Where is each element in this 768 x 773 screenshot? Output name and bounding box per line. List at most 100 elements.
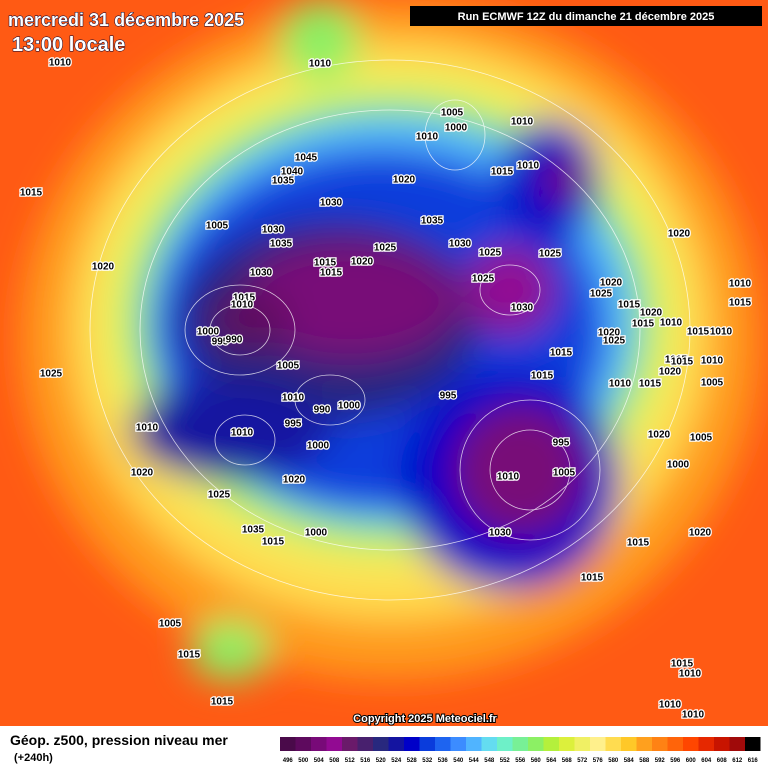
colorbar: 496 500 504 508 512 516 520 524 528 532 536 540 544 5… [280, 737, 761, 764]
colorbar-label: 548 [484, 758, 495, 764]
isobar-label: 1025 [472, 274, 495, 285]
color-swatch [512, 737, 528, 751]
color-swatch [342, 737, 358, 751]
isobar-label: 1005 [441, 108, 464, 119]
isobar-label: 1025 [208, 490, 231, 501]
color-swatch [605, 737, 621, 751]
legend-title: Géop. z500, pression niveau mer [10, 732, 228, 748]
isobar-label: 1025 [479, 248, 502, 259]
colorbar-label: 512 [345, 758, 356, 764]
isobar-label: 1015 [320, 268, 343, 279]
isobar-label: 1015 [178, 650, 201, 661]
isobar-label: 1010 [416, 132, 439, 143]
colorbar-label: 568 [562, 758, 573, 764]
color-swatch [481, 737, 497, 751]
isobar-label: 1030 [511, 303, 534, 314]
isobar-label: 1020 [351, 257, 374, 268]
colorbar-label: 504 [314, 758, 325, 764]
colorbar-label: 608 [717, 758, 728, 764]
isobar-label: 1020 [600, 278, 623, 289]
colorbar-label: 572 [577, 758, 588, 764]
colorbar-label: 564 [546, 758, 557, 764]
colorbar-label: 596 [670, 758, 681, 764]
isobar-label: 1015 [20, 188, 43, 199]
isobar-label: 1020 [283, 475, 306, 486]
isobar-label: 1045 [295, 153, 318, 164]
color-swatch [574, 737, 590, 751]
isobar-label: 1005 [701, 378, 724, 389]
isobar-label: 1015 [671, 659, 694, 670]
isobar-label: 1010 [511, 117, 534, 128]
colorbar-label: 540 [453, 758, 464, 764]
color-swatch [466, 737, 482, 751]
isobar-label: 1015 [581, 573, 604, 584]
isobar-label: 1010 [136, 423, 159, 434]
isobar-label: 1000 [445, 123, 468, 134]
lead-time: (+240h) [14, 752, 53, 764]
date: mercredi 31 décembre 2025 [8, 10, 244, 30]
color-swatch [295, 737, 311, 751]
colorbar-label: 532 [422, 758, 433, 764]
isobar-label: 1005 [277, 361, 300, 372]
isobar-label: 1020 [131, 468, 154, 479]
isobar-label: 1015 [665, 355, 688, 366]
colorbar-label: 600 [686, 758, 697, 764]
colorbar-label: 536 [438, 758, 449, 764]
color-swatch [435, 737, 451, 751]
isobar-label: 1030 [262, 225, 285, 236]
color-swatch [450, 737, 466, 751]
isobar-label: 1020 [689, 528, 712, 539]
isobar-label: 1010 [49, 58, 72, 69]
isobar-label: 1000 [197, 327, 220, 338]
isobar-label: 1000 [307, 441, 330, 452]
isobar-label: 1005 [206, 221, 229, 232]
isobar-label: 1015 [233, 293, 256, 304]
colorbar-label: 520 [376, 758, 387, 764]
isobar-label: 1015 [639, 379, 662, 390]
isobar-label: 1015 [531, 371, 554, 382]
isobar-label: 1035 [421, 216, 444, 227]
isobar-label: 1035 [242, 525, 265, 536]
run-box [410, 6, 762, 26]
color-swatch [357, 737, 373, 751]
color-swatch [636, 737, 652, 751]
color-swatch [497, 737, 513, 751]
isobar-label: 1010 [231, 428, 254, 439]
isobar-label: 1025 [603, 336, 626, 347]
color-swatch [419, 737, 435, 751]
isobar-label: 1005 [690, 433, 713, 444]
isobar-label: 990 [314, 405, 331, 416]
colorbar-label: 556 [515, 758, 526, 764]
color-swatch [745, 737, 761, 751]
isobar-label: 1010 [701, 356, 724, 367]
colorbar-label: 612 [732, 758, 743, 764]
colorbar-label: 560 [531, 758, 542, 764]
colorbar-label: 588 [639, 758, 650, 764]
isobar-label: 1025 [374, 243, 397, 254]
color-swatch [621, 737, 637, 751]
isobar-label: 1000 [667, 460, 690, 471]
isobar-label: 1030 [320, 198, 343, 209]
copyright: Copyright 2025 Meteociel.fr [353, 713, 497, 725]
isobar-label: 1010 [282, 393, 305, 404]
color-swatch [559, 737, 575, 751]
isobar-label: 1010 [497, 472, 520, 483]
field [0, 0, 768, 726]
isobar-label: 1010 [729, 279, 752, 290]
color-swatch [543, 737, 559, 751]
color-swatch [729, 737, 745, 751]
colorbar-label: 616 [748, 758, 759, 764]
isobar-label: 1025 [539, 249, 562, 260]
isobar-label: 1000 [305, 528, 328, 539]
colorbar-label: 584 [624, 758, 635, 764]
colorbar-label: 524 [391, 758, 402, 764]
color-swatch [388, 737, 404, 751]
isobar-label: 1015 [632, 319, 655, 330]
colorbar-label: 604 [701, 758, 712, 764]
colorbar-label: 516 [360, 758, 371, 764]
isobar-label: 1020 [393, 175, 416, 186]
time: 13:00 locale [12, 34, 125, 56]
isobar-label: 995 [553, 438, 570, 449]
colorbar-label: 580 [608, 758, 619, 764]
isobar-label: 1005 [159, 619, 182, 630]
